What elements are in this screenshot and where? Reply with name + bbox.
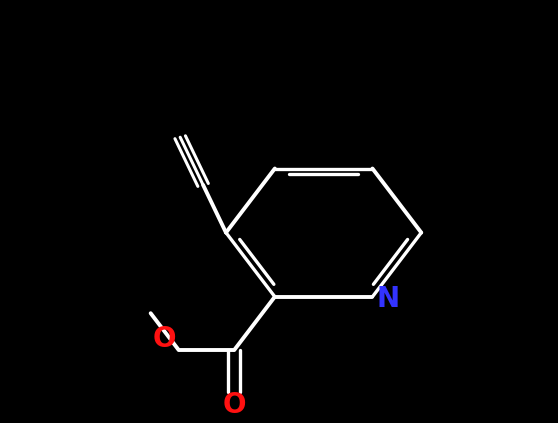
Text: N: N bbox=[377, 285, 400, 313]
Text: O: O bbox=[223, 391, 246, 419]
Text: O: O bbox=[153, 325, 176, 353]
